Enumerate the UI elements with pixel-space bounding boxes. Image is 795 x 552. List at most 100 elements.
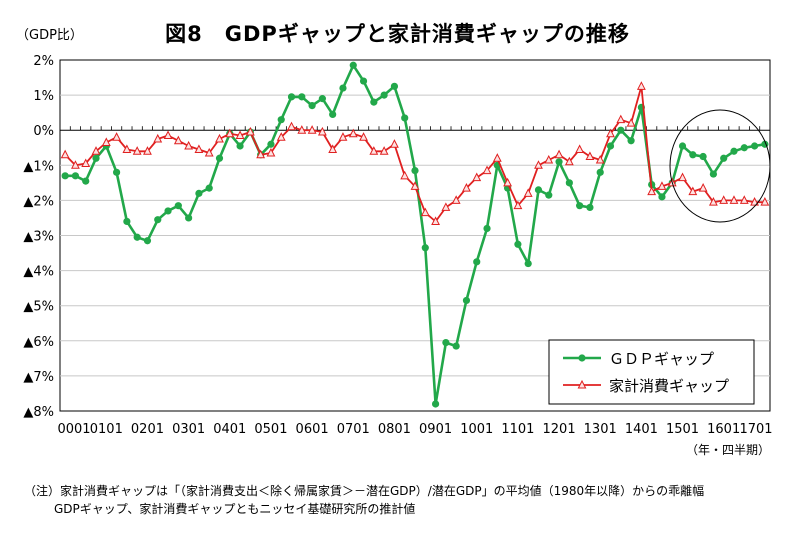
data-point-household-consumption-gap [534, 160, 543, 169]
data-point-household-consumption-gap [451, 195, 461, 204]
data-point-household-consumption-gap [647, 186, 657, 196]
data-point-gdp-gap [689, 151, 697, 159]
legend-marker [578, 354, 586, 362]
data-point-gdp-gap [61, 172, 69, 180]
data-point-household-consumption-gap [173, 135, 183, 145]
data-point-gdp-gap [545, 191, 553, 199]
y-tick-label: ▲8% [23, 405, 54, 420]
data-point-gdp-gap [71, 172, 80, 180]
data-point-gdp-gap [483, 224, 491, 233]
chart-title: 図8 GDPギャップと家計消費ギャップの推移 [165, 22, 630, 46]
data-point-gdp-gap [555, 158, 563, 166]
data-point-household-consumption-gap [575, 144, 585, 154]
data-point-gdp-gap [359, 77, 368, 85]
x-tick-label: 1401 [625, 422, 658, 437]
data-point-household-consumption-gap [91, 146, 101, 155]
y-tick-label: ▲4% [23, 265, 54, 280]
data-point-household-consumption-gap [101, 137, 111, 146]
data-point-gdp-gap [277, 116, 285, 124]
data-point-household-consumption-gap [482, 165, 492, 175]
data-point-gdp-gap [401, 114, 409, 122]
data-point-household-consumption-gap [359, 132, 368, 141]
data-point-gdp-gap [720, 154, 728, 162]
data-point-household-consumption-gap [256, 149, 266, 159]
y-tick-label: ▲3% [23, 230, 54, 245]
data-point-household-consumption-gap [595, 154, 605, 164]
data-point-household-consumption-gap [523, 188, 533, 197]
highlight-ellipse [669, 109, 771, 223]
data-point-gdp-gap [370, 98, 378, 106]
data-point-household-consumption-gap [554, 149, 564, 159]
data-point-household-consumption-gap [287, 121, 296, 131]
x-tick-label: 0101 [90, 422, 123, 437]
data-point-household-consumption-gap [636, 81, 646, 90]
data-point-gdp-gap [143, 237, 152, 245]
data-point-household-consumption-gap [410, 181, 420, 190]
data-point-household-consumption-gap [184, 140, 194, 150]
legend-label: 家計消費ギャップ [609, 377, 729, 395]
data-point-gdp-gap [154, 216, 162, 224]
x-tick-label: 1201 [543, 422, 576, 437]
data-point-gdp-gap [678, 142, 687, 150]
data-point-gdp-gap [205, 184, 213, 192]
data-point-household-consumption-gap [60, 149, 70, 159]
data-point-gdp-gap [514, 240, 522, 248]
data-point-gdp-gap [112, 168, 121, 176]
x-tick-label: 1001 [460, 422, 493, 437]
legend-box [548, 339, 755, 405]
data-point-household-consumption-gap [379, 146, 389, 155]
data-point-gdp-gap [452, 342, 460, 350]
data-point-gdp-gap [576, 202, 584, 210]
data-point-gdp-gap [349, 61, 357, 69]
legend-label: ＧＤＰギャップ [609, 350, 714, 368]
data-point-gdp-gap [411, 166, 419, 175]
data-point-household-consumption-gap [194, 144, 204, 154]
x-tick-label: 0601 [296, 422, 329, 437]
x-tick-label: 1101 [501, 422, 534, 437]
y-tick-label: ▲1% [23, 159, 54, 174]
data-point-gdp-gap [287, 93, 296, 101]
data-point-household-consumption-gap [688, 186, 698, 196]
data-point-household-consumption-gap [400, 170, 410, 180]
data-point-household-consumption-gap [266, 147, 276, 157]
data-point-gdp-gap [699, 152, 707, 161]
y-axis-unit-label: （GDP比） [16, 28, 83, 43]
data-point-household-consumption-gap [317, 126, 327, 136]
y-tick-label: 2% [33, 54, 54, 69]
data-point-gdp-gap [627, 137, 635, 145]
data-point-household-consumption-gap [297, 125, 307, 134]
x-tick-label: 0001 [57, 422, 90, 437]
data-point-gdp-gap [606, 142, 615, 150]
data-point-household-consumption-gap [235, 130, 245, 139]
data-point-household-consumption-gap [657, 181, 667, 190]
x-tick-label: 0301 [172, 422, 205, 437]
data-point-household-consumption-gap [503, 177, 513, 187]
data-point-gdp-gap [123, 217, 131, 226]
data-point-household-consumption-gap [750, 197, 759, 206]
data-point-gdp-gap [236, 142, 244, 150]
data-point-gdp-gap [750, 142, 759, 150]
x-tick-label: 0401 [213, 422, 246, 437]
data-point-household-consumption-gap [122, 144, 132, 154]
data-point-gdp-gap [534, 186, 543, 194]
series-line-household-consumption-gap [64, 85, 765, 223]
data-point-household-consumption-gap [81, 158, 91, 168]
data-point-household-consumption-gap [132, 146, 142, 155]
x-tick-label: 0801 [378, 422, 411, 437]
data-point-household-consumption-gap [225, 128, 235, 138]
data-point-gdp-gap [473, 258, 481, 266]
data-point-household-consumption-gap [462, 183, 471, 192]
data-point-household-consumption-gap [276, 132, 286, 141]
data-point-household-consumption-gap [678, 172, 687, 182]
x-tick-label: 0901 [419, 422, 452, 437]
y-tick-label: 0% [33, 124, 54, 139]
data-point-gdp-gap [174, 202, 182, 210]
data-point-household-consumption-gap [369, 146, 379, 155]
x-tick-label: 1701 [739, 422, 772, 437]
data-point-household-consumption-gap [585, 151, 595, 161]
data-point-household-consumption-gap [390, 139, 399, 148]
data-point-gdp-gap [524, 259, 532, 268]
data-point-household-consumption-gap [441, 202, 451, 211]
data-point-household-consumption-gap [71, 160, 80, 169]
